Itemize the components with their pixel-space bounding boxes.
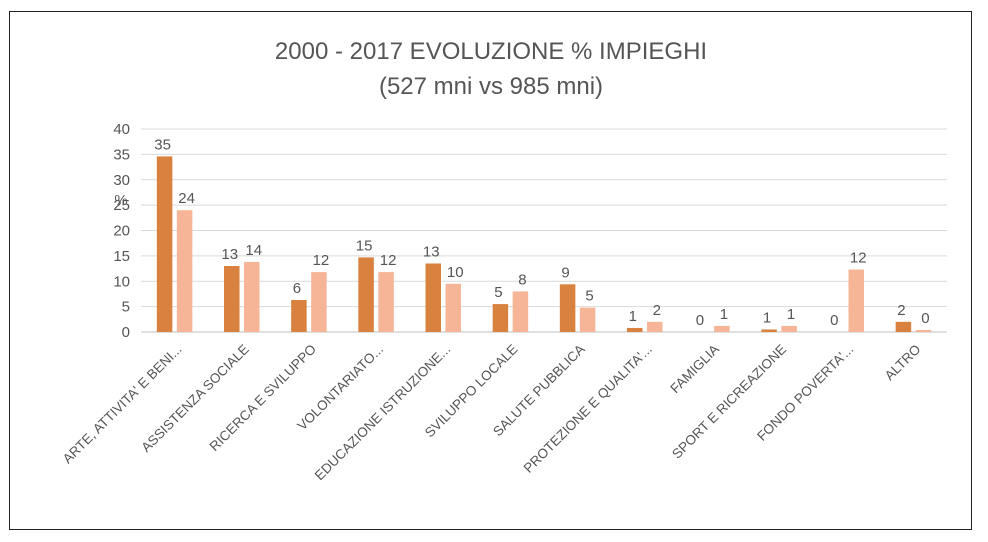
category-label: PROTEZIONE E QUALITA'... <box>521 342 655 476</box>
bar-series-2 <box>579 307 596 332</box>
y-tick-label: 30 <box>113 172 130 189</box>
bar-series-1 <box>224 266 240 332</box>
y-tick-label: 20 <box>113 223 130 240</box>
category-label: EDUCAZIONE ISTRUZIONE... <box>312 342 454 484</box>
data-label-series-1: 2 <box>897 302 905 319</box>
bars <box>156 156 932 332</box>
data-label-series-1: 13 <box>221 246 238 263</box>
bar-series-1 <box>559 284 576 332</box>
data-label-series-1: 9 <box>561 264 569 281</box>
data-label-series-2: 12 <box>850 250 867 267</box>
chart-frame: 2000 - 2017 EVOLUZIONE % IMPIEGHI (527 m… <box>9 11 972 530</box>
data-label-series-1: 15 <box>356 237 373 254</box>
bar-series-1 <box>156 156 173 332</box>
y-tick-label: 25 <box>113 197 130 214</box>
data-label-series-2: 14 <box>245 242 262 259</box>
category-label: ARTE, ATTIVITA' E BENI... <box>60 342 185 467</box>
y-tick-label: 15 <box>113 248 130 265</box>
data-label-series-1: 35 <box>154 136 171 153</box>
bar-series-1 <box>761 329 777 332</box>
data-label-series-2: 1 <box>720 306 728 323</box>
chart-svg: 2000 - 2017 EVOLUZIONE % IMPIEGHI (527 m… <box>60 38 947 484</box>
data-label-series-2: 24 <box>178 190 195 207</box>
bar-series-2 <box>714 325 730 332</box>
data-label-series-2: 12 <box>380 252 397 269</box>
bar-series-2 <box>915 329 932 332</box>
bar-series-2 <box>176 210 193 332</box>
y-tick-labels: 0 5 10 15 20 25 30 35 40 <box>113 121 130 341</box>
data-label-series-2: 8 <box>518 271 526 288</box>
bar-series-1 <box>358 257 374 332</box>
category-label: SPORT E RICREAZIONE <box>669 342 789 462</box>
bar-series-2 <box>781 325 797 332</box>
data-label-series-1: 6 <box>293 280 301 297</box>
category-label: ALTRO <box>882 342 924 384</box>
data-label-series-1: 5 <box>494 284 502 301</box>
y-tick-label: 10 <box>113 273 130 290</box>
data-label-series-1: 1 <box>629 308 637 325</box>
data-label-series-1: 13 <box>423 243 440 260</box>
bar-series-1 <box>895 321 912 332</box>
bar-series-2 <box>445 283 461 332</box>
y-tick-label: 35 <box>113 146 130 163</box>
y-tick-label: 5 <box>122 299 130 316</box>
bar-series-1 <box>425 263 441 332</box>
data-label-series-2: 10 <box>447 264 464 281</box>
y-tick-label: 0 <box>122 324 130 341</box>
bar-series-2 <box>244 261 260 332</box>
y-axis-label: % <box>114 192 127 209</box>
data-label-series-1: 0 <box>696 312 704 329</box>
category-label: ASSISTENZA SOCIALE <box>138 342 252 456</box>
data-label-series-1: 0 <box>830 312 838 329</box>
bar-series-2 <box>378 272 394 332</box>
data-label-series-2: 12 <box>313 252 330 269</box>
bar-series-2 <box>848 269 864 332</box>
data-label-series-2: 2 <box>653 302 661 319</box>
category-label: FAMIGLIA <box>667 342 722 397</box>
data-label-series-1: 1 <box>763 309 771 326</box>
bar-series-2 <box>647 321 663 332</box>
chart-subtitle: (527 mni vs 985 mni) <box>379 73 603 100</box>
bar-series-1 <box>492 304 509 332</box>
chart-title: 2000 - 2017 EVOLUZIONE % IMPIEGHI <box>275 38 707 65</box>
bar-series-1 <box>627 327 643 332</box>
category-labels: ARTE, ATTIVITA' E BENI...ASSISTENZA SOCI… <box>60 342 924 484</box>
bar-series-1 <box>291 300 307 332</box>
gridlines <box>141 128 947 333</box>
data-label-series-2: 0 <box>921 310 929 327</box>
bar-series-2 <box>311 272 327 332</box>
bar-series-2 <box>512 291 529 332</box>
data-label-series-2: 5 <box>585 288 593 305</box>
y-tick-label: 40 <box>113 121 130 138</box>
data-label-series-2: 1 <box>787 306 795 323</box>
